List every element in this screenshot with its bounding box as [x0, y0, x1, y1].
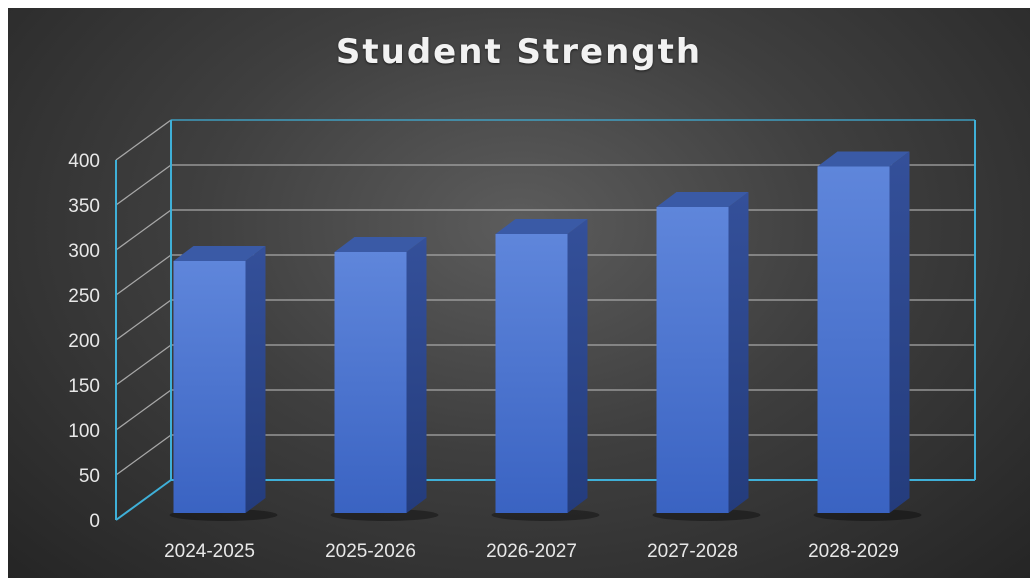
y-tick-label: 300 — [68, 241, 100, 262]
gridline-diagonal — [115, 344, 172, 386]
bar-top — [173, 246, 266, 261]
chart-title: Student Strength — [335, 32, 703, 72]
gridline-diagonal — [115, 119, 172, 161]
bar — [656, 207, 729, 513]
bar-side — [245, 246, 266, 513]
chart-frame: Student Strength 0 50 100 150 200 250 300 350 40… — [8, 8, 1030, 578]
gridline-diagonal — [115, 389, 172, 431]
floor-left-edge — [115, 479, 172, 521]
bar-side — [889, 151, 910, 513]
y-tick-label: 0 — [89, 511, 100, 532]
bar-top — [656, 192, 749, 207]
bar — [495, 234, 568, 513]
y-tick-label: 200 — [68, 331, 100, 352]
y-tick-label: 250 — [68, 286, 100, 307]
bar-top — [817, 151, 910, 167]
bar — [817, 166, 890, 513]
gridline-diagonal — [115, 209, 172, 251]
y-tick-label: 100 — [68, 421, 100, 442]
bar-chart: 0 50 100 150 200 250 300 350 400 2024-2025 2025-2… — [68, 119, 976, 562]
bar — [334, 252, 407, 513]
y-tick-label: 400 — [68, 151, 100, 172]
x-tick-label: 2024-2025 — [164, 541, 255, 562]
y-tick-label: 350 — [68, 196, 100, 217]
y-tick-label: 50 — [79, 466, 100, 487]
y-tick-label: 150 — [68, 376, 100, 397]
gridline-diagonal — [115, 434, 172, 476]
x-tick-labels: 2024-2025 2025-2026 2026-2027 2027-2028 2028… — [164, 541, 899, 562]
x-tick-label: 2026-2027 — [486, 541, 577, 562]
bar-top — [334, 237, 427, 252]
y-tick-labels: 0 50 100 150 200 250 300 350 400 — [68, 151, 100, 532]
bar-side — [406, 237, 427, 513]
bar-side — [728, 192, 749, 513]
gridline-diagonal — [115, 299, 172, 341]
bar — [173, 261, 246, 513]
x-tick-label: 2027-2028 — [647, 541, 738, 562]
bar-top — [495, 219, 588, 234]
bar-side — [567, 219, 588, 513]
bars — [169, 151, 922, 521]
gridline-diagonal — [115, 254, 172, 296]
gridline-diagonal — [115, 164, 172, 206]
x-tick-label: 2025-2026 — [325, 541, 416, 562]
x-tick-label: 2028-2029 — [808, 541, 899, 562]
